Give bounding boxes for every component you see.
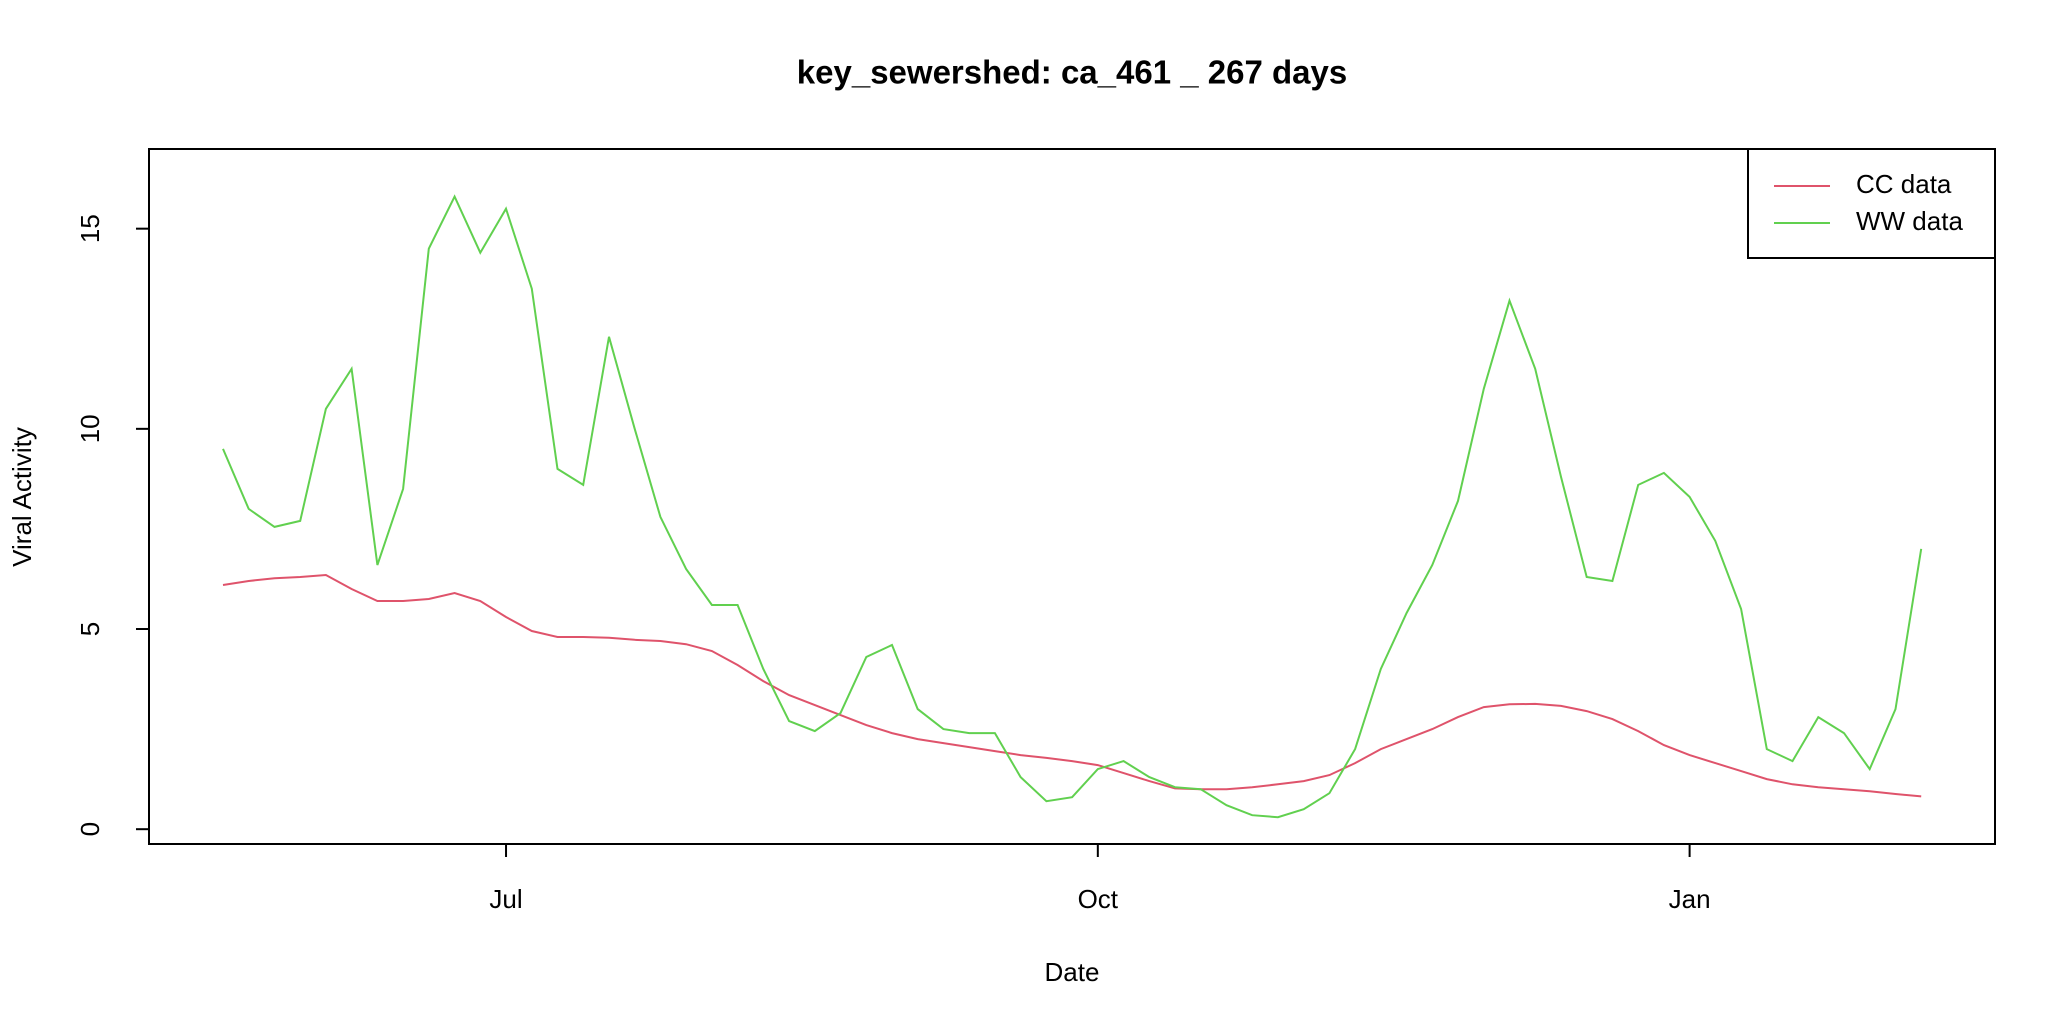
x-tick-label: Oct bbox=[1078, 884, 1119, 914]
y-axis-label: Viral Activity bbox=[7, 427, 37, 567]
y-tick-label: 0 bbox=[75, 822, 105, 836]
x-axis-label: Date bbox=[1045, 957, 1100, 987]
legend-label: CC data bbox=[1856, 169, 1952, 199]
chart-title: key_sewershed: ca_461 _ 267 days bbox=[797, 54, 1347, 91]
legend-box bbox=[1747, 148, 1996, 259]
plot-frame bbox=[148, 148, 1996, 845]
y-tick-label: 15 bbox=[75, 214, 105, 243]
x-tick-label: Jan bbox=[1669, 884, 1711, 914]
line-series bbox=[222, 573, 1922, 798]
x-tick-label: Jul bbox=[489, 884, 522, 914]
line-series bbox=[222, 194, 1923, 819]
y-tick-label: 5 bbox=[75, 622, 105, 636]
legend-label: WW data bbox=[1856, 206, 1963, 236]
y-tick-label: 10 bbox=[75, 414, 105, 443]
